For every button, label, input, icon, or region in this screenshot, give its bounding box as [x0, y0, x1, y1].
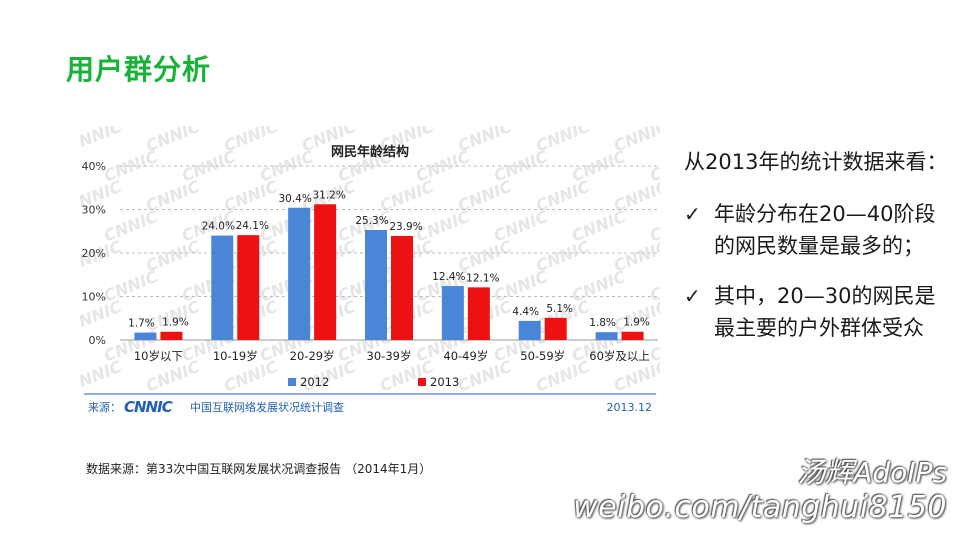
summary-bullet-text: 年龄分布在20—40阶段的网民数量是最多的； — [714, 202, 936, 258]
summary-panel: 从2013年的统计数据来看： ✓ 年龄分布在20—40阶段的网民数量是最多的； … — [684, 146, 952, 362]
chart-title: 网民年龄结构 — [331, 144, 409, 160]
watermark-name: 汤辉AdoIPs — [797, 456, 947, 489]
data-source-note: 数据来源：第33次中国互联网发展状况调查报告 （2014年1月） — [86, 462, 432, 476]
chart-gridlines — [120, 165, 658, 341]
chart-legend: 2012 2013 — [288, 375, 459, 389]
bar-value-label: 24.0% — [202, 221, 235, 233]
bar-value-label: 12.1% — [466, 272, 499, 284]
summary-bullet-2: ✓ 其中，20—30的网民是最主要的户外群体受众 — [684, 280, 952, 344]
y-tick-label: 40% — [82, 160, 106, 173]
bar-value-label: 30.4% — [278, 193, 311, 205]
bar-value-label: 24.1% — [236, 220, 269, 232]
x-tick-label: 10岁以下 — [134, 349, 183, 363]
y-tick-label: 30% — [82, 204, 106, 217]
x-tick-label: 30-39岁 — [367, 349, 412, 363]
footer-logo: CNNIC — [124, 398, 173, 416]
legend-label: 2013 — [430, 375, 459, 389]
age-structure-chart: CNNIC CNNIC CNNIC CNNIC CNNIC CNNIC CNNIC CNNIC… — [80, 126, 660, 422]
check-icon: ✓ — [684, 284, 701, 308]
bar-2013 — [467, 287, 490, 340]
summary-intro: 从2013年的统计数据来看： — [684, 150, 948, 174]
x-tick-label: 60岁及以上 — [589, 349, 650, 363]
legend-swatch — [288, 378, 296, 386]
bar-value-label: 1.7% — [128, 318, 155, 330]
bar-value-label: 12.4% — [432, 271, 465, 283]
cnnic-watermark-tile: CNNIC — [80, 126, 125, 155]
x-axis-ticks: 10岁以下 10-19岁 20-29岁 30-39岁 40-49岁 50-59岁 60岁及以… — [134, 349, 650, 363]
bar-2012 — [595, 332, 618, 340]
bar-value-labels: 1.7% 1.9% 24.0% 24.1% 30.4% 31.2% 25.3%23.9% 12… — [128, 189, 650, 329]
bar-value-label: 4.4% — [512, 306, 539, 318]
bar-value-label: 23.9% — [389, 221, 422, 233]
bar-chart-svg: CNNIC CNNIC CNNIC CNNIC CNNIC CNNIC CNNIC CNNIC… — [80, 126, 660, 416]
x-tick-label: 40-49岁 — [443, 349, 488, 363]
bar-2013 — [621, 331, 644, 340]
footer-source-label: 来源： — [88, 400, 121, 414]
bar-value-label: 1.8% — [589, 317, 616, 329]
bar-value-label: 31.2% — [312, 189, 345, 201]
legend-item-2013: 2013 — [418, 375, 459, 389]
bar-value-label: 5.1% — [546, 303, 573, 315]
x-tick-label: 10-19岁 — [213, 349, 258, 363]
y-axis-ticks: 0% 10% 20% 30% 40% — [82, 160, 106, 347]
check-icon: ✓ — [684, 202, 701, 226]
bar-2012 — [365, 229, 387, 340]
footer-org: 中国互联网络发展状况统计调查 — [190, 400, 344, 414]
bar-2012 — [288, 207, 311, 340]
bar-2013 — [314, 204, 337, 340]
y-tick-label: 20% — [82, 247, 106, 260]
cnnic-watermark-tile: CNNIC — [80, 357, 125, 396]
legend-item-2012: 2012 — [288, 375, 329, 389]
summary-bullet-1: ✓ 年龄分布在20—40阶段的网民数量是最多的； — [684, 198, 952, 262]
bar-2012 — [134, 332, 157, 340]
bar-value-label: 1.9% — [162, 317, 189, 329]
bar-2013 — [391, 236, 413, 340]
bar-2013 — [160, 331, 183, 340]
slide-title: 用户群分析 — [66, 53, 212, 86]
bar-value-label: 1.9% — [623, 317, 650, 329]
x-tick-label: 20-29岁 — [290, 349, 335, 363]
bar-2012 — [441, 286, 464, 340]
chart-bars — [134, 204, 644, 340]
bar-2013 — [544, 317, 567, 340]
legend-label: 2012 — [300, 375, 329, 389]
footer-date: 2013.12 — [607, 401, 653, 414]
legend-swatch — [418, 378, 426, 386]
weibo-watermark: 汤辉AdoIPs weibo.com/tanghui8150 — [573, 456, 947, 526]
bar-2012 — [518, 320, 541, 340]
bar-2012 — [211, 235, 234, 340]
watermark-url: weibo.com/tanghui8150 — [573, 490, 947, 525]
summary-bullet-text: 其中，20—30的网民是最主要的户外群体受众 — [714, 284, 936, 340]
chart-footer: 来源： CNNIC 中国互联网络发展状况统计调查 2013.12 — [84, 393, 656, 416]
bar-2013 — [237, 235, 260, 340]
y-tick-label: 0% — [89, 334, 106, 347]
bar-value-label: 25.3% — [355, 215, 388, 227]
x-tick-label: 50-59岁 — [520, 349, 565, 363]
y-tick-label: 10% — [82, 291, 106, 304]
